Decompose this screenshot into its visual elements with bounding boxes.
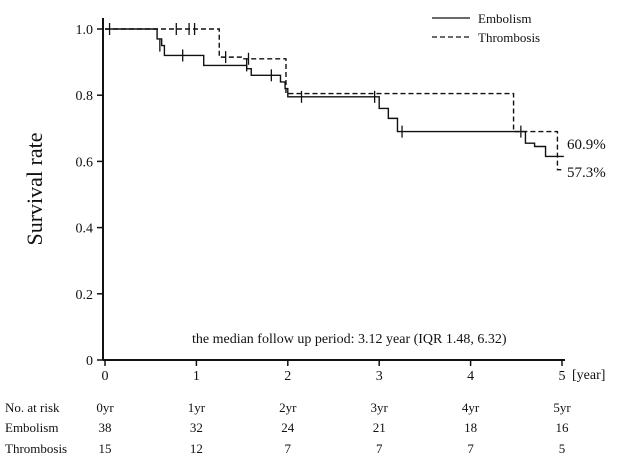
x-tick-label: 0 bbox=[102, 369, 109, 384]
risk-value-embolism: 21 bbox=[373, 420, 386, 435]
legend-label-embolism: Embolism bbox=[478, 11, 531, 26]
risk-table: No. at risk Embolism Thrombosis 0yr 1yr 2y… bbox=[5, 400, 571, 456]
risk-value-embolism: 24 bbox=[281, 420, 295, 435]
x-unit-label: [year] bbox=[572, 368, 605, 383]
risk-time-label: 2yr bbox=[279, 400, 297, 415]
risk-row-label-thrombosis: Thrombosis bbox=[5, 441, 67, 456]
risk-header-label: No. at risk bbox=[5, 400, 60, 415]
y-ticks: 0 0.2 0.4 0.6 0.8 1.0 bbox=[76, 23, 103, 369]
risk-time-label: 4yr bbox=[462, 400, 480, 415]
risk-time-label: 5yr bbox=[553, 400, 571, 415]
risk-value-embolism: 18 bbox=[464, 420, 477, 435]
risk-value-thrombosis: 5 bbox=[559, 441, 566, 456]
axes bbox=[102, 18, 565, 361]
y-axis-title: Survival rate bbox=[22, 132, 47, 245]
x-tick-label: 1 bbox=[193, 369, 200, 384]
legend-label-thrombosis: Thrombosis bbox=[478, 30, 540, 45]
risk-value-thrombosis: 7 bbox=[285, 441, 292, 456]
series-layer bbox=[105, 23, 564, 171]
followup-annotation: the median follow up period: 3.12 year (… bbox=[192, 332, 507, 347]
end-label-embolism: 60.9% bbox=[567, 137, 606, 153]
series-line-thrombosis bbox=[105, 28, 564, 171]
series-line-embolism bbox=[105, 28, 564, 158]
risk-row-label-embolism: Embolism bbox=[5, 420, 58, 435]
y-tick-label: 0.6 bbox=[76, 155, 94, 170]
x-tick-label: 5 bbox=[559, 369, 566, 384]
y-tick-label: 1.0 bbox=[76, 23, 94, 38]
x-tick-label: 3 bbox=[376, 369, 383, 384]
risk-value-embolism: 38 bbox=[99, 420, 112, 435]
x-ticks: 0 1 2 3 4 5 bbox=[102, 360, 566, 384]
risk-value-thrombosis: 7 bbox=[376, 441, 383, 456]
y-tick-label: 0.4 bbox=[76, 222, 94, 237]
legend: Embolism Thrombosis bbox=[432, 11, 540, 45]
y-tick-label: 0.2 bbox=[76, 288, 94, 303]
x-tick-label: 4 bbox=[467, 369, 474, 384]
risk-value-embolism: 32 bbox=[190, 420, 203, 435]
risk-value-thrombosis: 12 bbox=[190, 441, 203, 456]
risk-time-label: 0yr bbox=[96, 400, 114, 415]
risk-time-label: 1yr bbox=[188, 400, 206, 415]
y-tick-label: 0.8 bbox=[76, 89, 94, 104]
end-label-thrombosis: 57.3% bbox=[567, 165, 606, 181]
risk-value-thrombosis: 15 bbox=[99, 441, 112, 456]
x-tick-label: 2 bbox=[284, 369, 291, 384]
y-tick-label: 0 bbox=[86, 354, 93, 369]
risk-time-label: 3yr bbox=[371, 400, 389, 415]
risk-value-thrombosis: 7 bbox=[467, 441, 474, 456]
risk-value-embolism: 16 bbox=[556, 420, 570, 435]
